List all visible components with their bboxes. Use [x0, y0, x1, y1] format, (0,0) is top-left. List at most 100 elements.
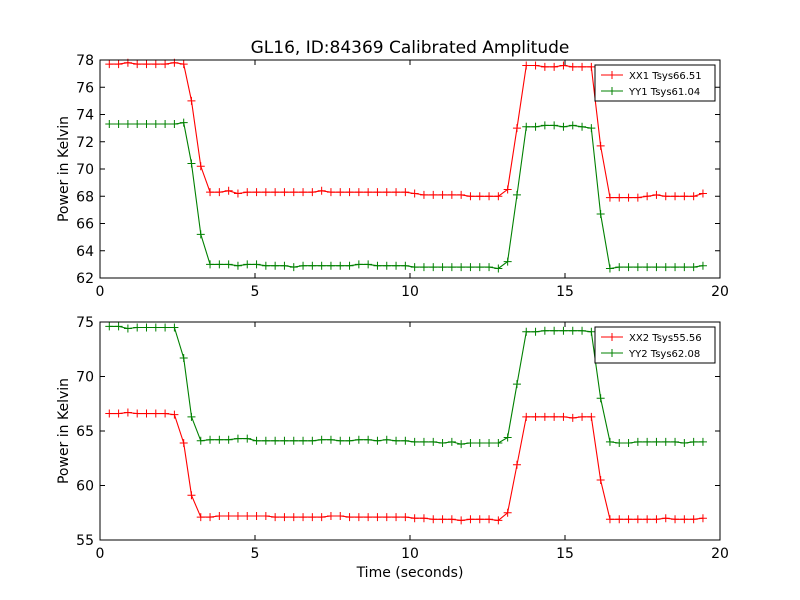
data-point: [410, 437, 419, 446]
data-point: [457, 263, 466, 272]
data-point: [494, 438, 503, 447]
data-point: [531, 61, 540, 70]
y-tick-label: 60: [76, 479, 94, 495]
data-point: [206, 260, 215, 269]
data-point: [503, 257, 512, 266]
data-point: [123, 120, 132, 129]
data-point: [624, 263, 633, 272]
data-point: [559, 412, 568, 421]
data-point: [419, 514, 428, 523]
subplot-1: 0 5 10 20 15 62 64 66 68 70 72 74 76 78 Power in Kelvi…: [56, 53, 729, 300]
data-point: [224, 260, 233, 269]
data-point: [429, 437, 438, 446]
data-point: [299, 513, 308, 522]
data-point: [224, 512, 233, 521]
data-point: [596, 209, 605, 218]
data-point: [438, 190, 447, 199]
data-point: [643, 437, 652, 446]
x-tick-label: 5: [251, 284, 260, 300]
series-2: [105, 322, 707, 449]
data-point: [540, 62, 549, 71]
data-point: [373, 436, 382, 445]
data-point: [429, 190, 438, 199]
data-point: [652, 263, 661, 272]
data-point: [401, 436, 410, 445]
data-point: [494, 192, 503, 201]
data-point: [133, 120, 142, 129]
data-point: [308, 513, 317, 522]
data-point: [689, 515, 698, 524]
legend-label: XX2 Tsys55.56: [629, 333, 702, 344]
data-point: [151, 323, 160, 332]
data-point: [485, 192, 494, 201]
data-point: [522, 122, 531, 131]
y-tick-label: 64: [76, 244, 94, 260]
data-point: [512, 124, 521, 133]
data-point: [161, 60, 170, 69]
series-2: [105, 118, 707, 273]
y-tick-label: 78: [76, 53, 94, 69]
data-point: [196, 513, 205, 522]
x-tick-label: 10: [401, 284, 419, 300]
data-point: [317, 513, 326, 522]
data-point: [587, 412, 596, 421]
data-point: [559, 61, 568, 70]
legend-marker: [608, 333, 616, 341]
data-point: [179, 353, 188, 362]
data-point: [345, 188, 354, 197]
data-point: [243, 512, 252, 521]
data-point: [680, 263, 689, 272]
data-point: [354, 188, 363, 197]
series-1: [105, 58, 707, 202]
data-point: [494, 516, 503, 525]
data-point: [114, 120, 123, 129]
data-point: [587, 124, 596, 133]
y-axis-label: Power in Kelvin: [56, 378, 72, 484]
data-point: [652, 190, 661, 199]
x-tick-label: 15: [556, 546, 574, 562]
data-point: [661, 437, 670, 446]
data-point: [345, 261, 354, 270]
data-point: [243, 188, 252, 197]
data-point: [364, 435, 373, 444]
data-point: [280, 513, 289, 522]
data-point: [373, 513, 382, 522]
plots-group: 0 5 10 20 15 62 64 66 68 70 72 74 76 78 Power in Kelvi…: [56, 53, 729, 581]
series-1: [105, 408, 707, 525]
data-point: [187, 491, 196, 500]
y-tick-label: 70: [76, 370, 94, 386]
legend: XX1 Tsys66.51 YY1 Tsys61.04: [594, 64, 716, 102]
data-point: [364, 188, 373, 197]
data-point: [475, 263, 484, 272]
data-point: [503, 433, 512, 442]
data-point: [671, 263, 680, 272]
y-tick-label: 55: [76, 533, 94, 549]
data-point: [206, 513, 215, 522]
data-point: [419, 437, 428, 446]
y-tick-label: 70: [76, 162, 94, 178]
data-point: [568, 326, 577, 335]
data-point: [643, 515, 652, 524]
data-point: [161, 409, 170, 418]
data-point: [271, 513, 280, 522]
data-point: [336, 436, 345, 445]
data-point: [336, 188, 345, 197]
data-point: [578, 62, 587, 71]
data-point: [179, 438, 188, 447]
data-point: [540, 326, 549, 335]
y-tick-label: 62: [76, 271, 94, 287]
data-point: [596, 394, 605, 403]
data-point: [354, 435, 363, 444]
data-point: [289, 513, 298, 522]
data-point: [151, 120, 160, 129]
data-point: [522, 327, 531, 336]
data-point: [466, 263, 475, 272]
data-point: [187, 412, 196, 421]
data-point: [419, 263, 428, 272]
data-point: [633, 515, 642, 524]
data-point: [559, 326, 568, 335]
data-point: [559, 122, 568, 131]
data-point: [689, 263, 698, 272]
data-point: [466, 438, 475, 447]
